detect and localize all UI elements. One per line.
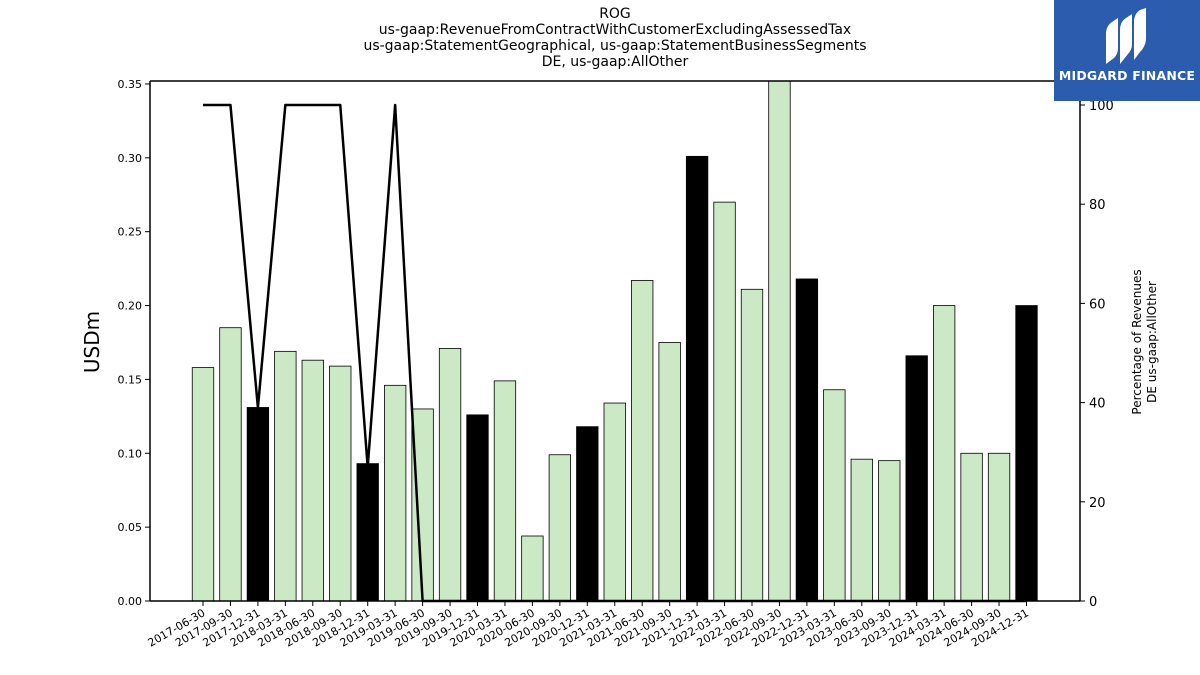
bar: [603, 402, 626, 602]
bar: [383, 384, 407, 602]
bar: [905, 355, 928, 602]
y-axis-label: USDm: [80, 311, 104, 373]
bar: [576, 426, 599, 602]
y-tick-label: 0.05: [118, 521, 143, 534]
bar: [493, 380, 517, 602]
bar: [987, 452, 1011, 602]
y-tick-label: 0.20: [118, 300, 143, 313]
bar: [631, 280, 654, 602]
bar: [219, 327, 242, 602]
y2-tick-label: 40: [1089, 397, 1106, 412]
logo-text: MIDGARD FINANCE: [1058, 68, 1196, 83]
bar: [878, 460, 901, 602]
bar: [795, 278, 819, 602]
bar: [466, 414, 489, 602]
y2-tick-label: 0: [1089, 595, 1097, 610]
chart-title: ROG us-gaap:RevenueFromContractWithCusto…: [300, 6, 930, 70]
bar: [274, 350, 297, 602]
y2-tick-label: 80: [1089, 198, 1106, 213]
y2-axis-label-line-2: DE us-gaap:AllOther: [1145, 281, 1159, 403]
bar: [438, 347, 462, 602]
bar: [1015, 305, 1038, 602]
y-tick-label: 0.00: [118, 595, 143, 608]
y-tick-label: 0.10: [118, 447, 143, 460]
bar: [823, 389, 846, 602]
title-line-4: DE, us-gaap:AllOther: [541, 54, 689, 70]
y2-tick-label: 100: [1089, 99, 1114, 114]
bar: [301, 359, 324, 602]
bar: [850, 458, 873, 602]
bar: [933, 305, 956, 602]
brand-logo: MIDGARD FINANCE: [1054, 0, 1200, 101]
bar: [356, 463, 379, 602]
midgard-logo-icon: [1106, 8, 1146, 64]
bar: [411, 408, 434, 602]
title-line-3: us-gaap:StatementGeographical, us-gaap:S…: [363, 38, 867, 54]
title-line-2: us-gaap:RevenueFromContractWithCustomerE…: [378, 22, 852, 38]
bar: [685, 155, 709, 602]
bar: [521, 535, 544, 602]
bar: [658, 342, 681, 602]
bar: [548, 454, 571, 602]
bar: [960, 452, 983, 602]
y-tick-label: 0.25: [118, 226, 143, 239]
title-line-1: ROG: [599, 6, 631, 22]
bar: [246, 407, 270, 602]
y-tick-label: 0.35: [118, 78, 143, 91]
bar: [768, 80, 791, 602]
y-tick-label: 0.30: [118, 152, 143, 165]
bar: [740, 288, 764, 602]
bar: [329, 365, 352, 602]
bar: [191, 367, 215, 602]
y2-tick-label: 60: [1089, 297, 1106, 312]
y2-axis-label-line-1: Percentage of Revenues: [1130, 269, 1144, 414]
y2-tick-label: 20: [1089, 496, 1106, 511]
y-tick-label: 0.15: [118, 373, 143, 386]
bar: [713, 201, 736, 602]
